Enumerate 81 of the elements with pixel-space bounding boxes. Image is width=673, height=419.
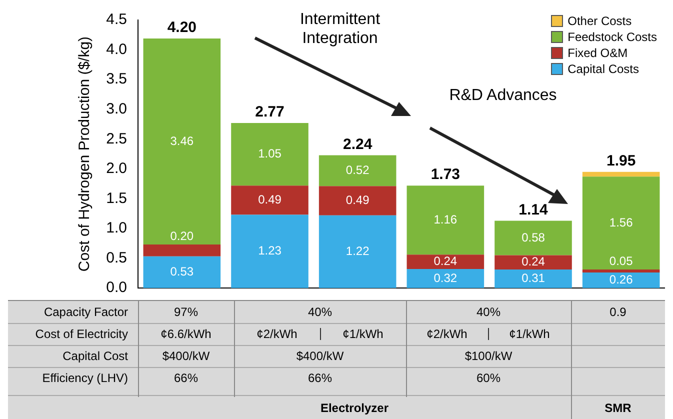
total-label: 2.24 [342, 136, 373, 153]
bar [143, 244, 221, 256]
total-label: 1.95 [606, 152, 636, 170]
total-label: 1.73 [430, 166, 460, 184]
bar [494, 255, 572, 270]
bar [406, 254, 484, 269]
bar [582, 176, 660, 270]
text: SMR [604, 400, 632, 417]
bar [406, 268, 484, 288]
text: $400/kW [295, 348, 345, 365]
bar [582, 172, 660, 177]
text: 97% [172, 304, 200, 321]
total-label: 4.20 [167, 19, 197, 36]
data-label: 0.20 [170, 228, 194, 243]
annotation: Intermittent Integration [298, 10, 382, 48]
data-label: 0.58 [522, 230, 546, 244]
legend-label: Fixed O&M [568, 46, 628, 60]
data-label: 3.46 [170, 134, 194, 148]
bar [143, 256, 221, 288]
y-axis-title: Cost of Hydrogen Production ($/kg) [76, 36, 94, 272]
text: 0.9 [608, 304, 628, 321]
text: $400/kW [161, 348, 211, 365]
bar [406, 186, 484, 255]
text: 40% [306, 304, 334, 321]
y-tick-label: 1.5 [106, 190, 127, 207]
y-tick-label: 2.5 [106, 130, 127, 148]
data-label: 0.49 [346, 193, 370, 208]
text: 40% [475, 304, 502, 321]
bar [318, 215, 396, 288]
data-label: 0.49 [258, 192, 282, 206]
y-tick-label: 3.0 [106, 100, 127, 118]
text: Capacity Factor [42, 304, 129, 321]
data-label: 0.31 [522, 271, 546, 286]
bar [494, 220, 572, 256]
text: ¢1/kWh [342, 326, 384, 343]
text: ¢1/kWh [508, 326, 551, 343]
text: ¢2/kWh [426, 326, 468, 343]
text: Efficiency (LHV) [41, 370, 129, 387]
y-tick-label: 1.0 [106, 220, 127, 237]
text: 66% [172, 370, 200, 387]
text: Capital Cost [62, 348, 129, 365]
text: Electrolyzer [319, 400, 390, 417]
data-label: 1.16 [434, 212, 458, 226]
legend-label: Feedstock Costs [568, 30, 657, 44]
y-tick-label: 4.5 [106, 11, 127, 28]
data-label: 0.53 [170, 264, 194, 279]
text: ¢6.6/kWh [160, 326, 212, 343]
bar [582, 270, 660, 273]
text: 60% [475, 370, 502, 387]
y-tick-label: 4.0 [106, 40, 127, 58]
y-tick-label: 0.0 [106, 279, 127, 296]
data-label: 1.05 [258, 146, 282, 161]
bar [494, 270, 572, 288]
y-tick-label: 0.5 [106, 249, 127, 266]
legend-label: Capital Costs [568, 62, 639, 76]
bar [231, 214, 308, 288]
y-tick-label: 2.0 [106, 160, 127, 178]
text: ¢2/kWh [256, 326, 298, 343]
text: 66% [306, 370, 334, 387]
data-label: 0.32 [434, 270, 458, 285]
data-label: 0.52 [346, 162, 370, 177]
legend-label: Other Costs [568, 14, 632, 28]
data-label: 1.23 [258, 244, 282, 258]
data-label: 0.05 [609, 254, 634, 268]
bar [231, 186, 308, 215]
text: $100/kW [464, 348, 514, 365]
total-label: 2.77 [255, 104, 284, 121]
bar [143, 38, 221, 245]
data-label: 1.22 [346, 244, 370, 258]
text: Cost of Electricity [34, 326, 129, 343]
annotation: R&D Advances [448, 86, 558, 105]
bar [318, 186, 396, 216]
bar [318, 155, 396, 186]
data-label: 1.56 [609, 215, 634, 230]
bar [231, 123, 308, 186]
bar [582, 272, 660, 288]
data-label: 0.24 [434, 254, 458, 268]
data-label: 0.26 [609, 272, 634, 287]
data-label: 0.24 [522, 254, 546, 269]
total-label: 1.14 [518, 201, 548, 218]
y-tick-label: 3.5 [106, 70, 127, 88]
